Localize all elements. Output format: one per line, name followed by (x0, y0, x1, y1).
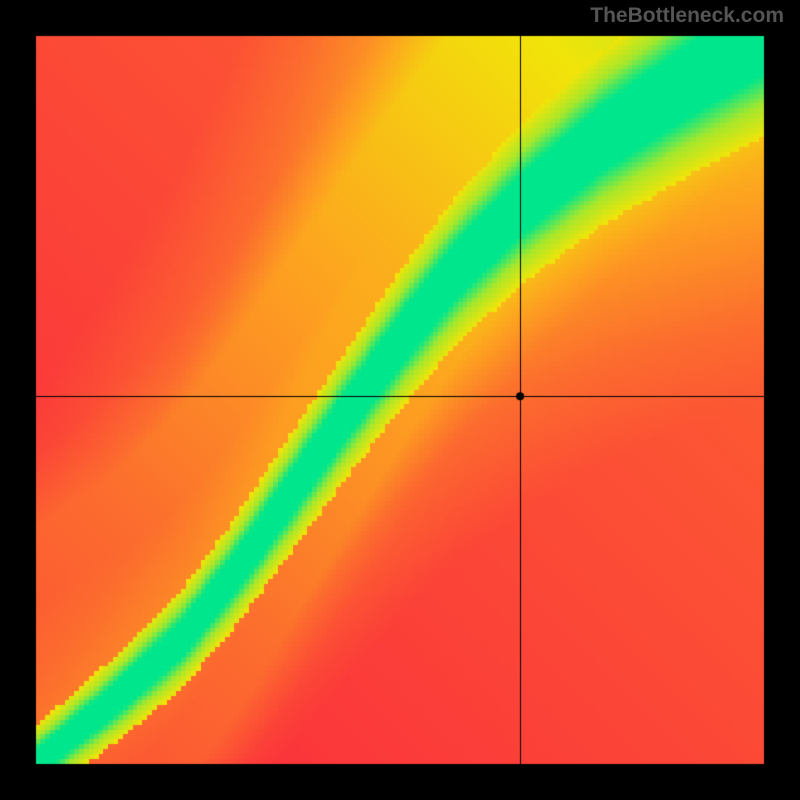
chart-container: TheBottleneck.com (0, 0, 800, 800)
attribution-text: TheBottleneck.com (590, 4, 784, 28)
heatmap-canvas (0, 0, 800, 800)
